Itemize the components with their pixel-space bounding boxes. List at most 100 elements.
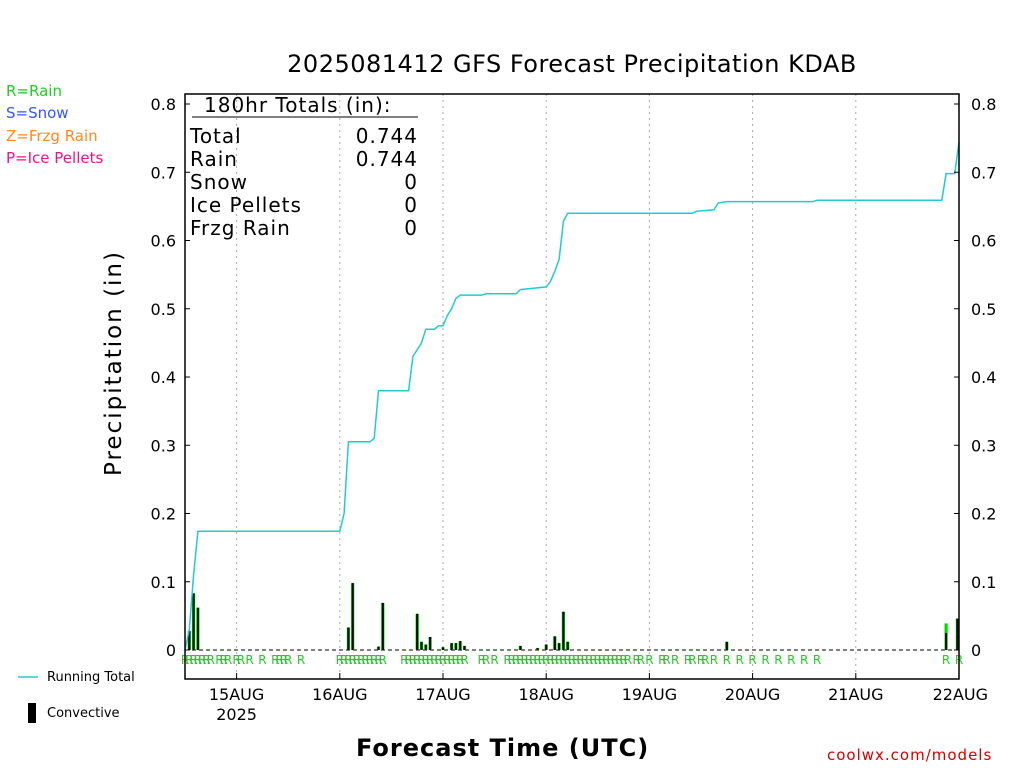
rain-marker: R	[443, 653, 451, 667]
rain-marker: R	[430, 653, 438, 667]
precip-bars	[187, 583, 959, 650]
totals-frzg-rain-label: Frzg Rain	[190, 216, 291, 240]
rain-marker: R	[748, 653, 756, 667]
rain-marker: R	[632, 653, 640, 667]
x-tick-label: 15AUG	[209, 685, 264, 704]
rain-marker: R	[374, 653, 382, 667]
y-tick-label-right: 0.5	[971, 300, 996, 319]
rain-marker: R	[237, 653, 245, 667]
rain-marker: R	[297, 653, 305, 667]
rain-marker: R	[503, 653, 511, 667]
rain-marker: R	[417, 653, 425, 667]
totals-total-label: Total	[190, 124, 242, 148]
running-total-series	[184, 142, 960, 651]
y-axis-label: Precipitation (in)	[101, 250, 127, 476]
rain-marker: R	[723, 653, 731, 667]
rain-marker: R	[512, 653, 520, 667]
y-tick-label-left: 0.5	[151, 300, 176, 319]
convective-bar	[381, 602, 384, 650]
convective-bar	[429, 637, 432, 650]
y-tick-label-right: 0.2	[971, 505, 996, 524]
rain-marker: R	[490, 653, 498, 667]
rain-marker: R	[280, 653, 288, 667]
rain-marker: R	[435, 653, 443, 667]
rain-marker: R	[774, 653, 782, 667]
rain-marker: R	[456, 653, 464, 667]
convective-bar	[519, 645, 522, 650]
rain-marker: R	[619, 653, 627, 667]
axes: 0 00.1 0.10.2 0.20.3 0.30.4 0.40.5 0.50.6 0.60.…	[151, 93, 996, 724]
rain-marker: R	[340, 653, 348, 667]
rain-marker: R	[551, 653, 559, 667]
rain-marker: R	[189, 653, 197, 667]
convective-bar	[566, 641, 569, 650]
rain-marker: R	[194, 653, 202, 667]
rain-marker: R	[710, 653, 718, 667]
rain-marker: R	[594, 653, 602, 667]
rain-marker: R	[478, 653, 486, 667]
legend-symbols	[18, 676, 38, 723]
key-ice-pellets: P=Ice Pellets	[6, 149, 104, 167]
rain-marker: R	[198, 653, 206, 667]
convective-bar	[945, 632, 948, 650]
convective-bar	[450, 643, 453, 650]
y-tick-label-left: 0.1	[151, 573, 176, 592]
x-tick-label: 19AUG	[622, 685, 677, 704]
rain-marker: R	[598, 653, 606, 667]
rain-marker: R	[271, 653, 279, 667]
rain-marker: R	[658, 653, 666, 667]
rain-marker: R	[439, 653, 447, 667]
convective-bar	[562, 611, 565, 650]
rain-marker: R	[555, 653, 563, 667]
rain-marker: R	[361, 653, 369, 667]
rain-marker: R	[589, 653, 597, 667]
rain-marker: R	[220, 653, 228, 667]
rain-marker: R	[607, 653, 615, 667]
rain-marker: R	[516, 653, 524, 667]
totals-snow-value: 0	[404, 170, 418, 194]
chart-title: 2025081412 GFS Forecast Precipitation KD…	[287, 50, 857, 78]
rain-marker: R	[662, 653, 670, 667]
rain-marker: R	[207, 653, 215, 667]
rain-marker: R	[542, 653, 550, 667]
rain-marker: R	[224, 653, 232, 667]
rain-marker: R	[736, 653, 744, 667]
rain-marker: R	[426, 653, 434, 667]
totals-ice-pellets-value: 0	[404, 193, 418, 217]
convective-bar	[441, 647, 445, 650]
rain-marker: R	[336, 653, 344, 667]
x-tick-label: 21AUG	[828, 685, 883, 704]
convective-bar	[192, 593, 195, 650]
y-tick-label-right: 0.6	[971, 232, 996, 251]
rain-marker: R	[624, 653, 632, 667]
x-tick-label: 18AUG	[518, 685, 573, 704]
totals-ice-pellets-label: Ice Pellets	[190, 193, 302, 217]
convective-bar	[459, 641, 462, 650]
convective-bar	[956, 618, 959, 650]
rain-marker: R	[611, 653, 619, 667]
convective-bar	[545, 644, 548, 650]
vertical-gridlines	[185, 94, 959, 679]
convective-bar	[416, 613, 419, 650]
key-snow: S=Snow	[6, 104, 69, 122]
rain-marker: R	[232, 653, 240, 667]
y-tick-label-left: 0.4	[151, 368, 176, 387]
rain-marker: R	[559, 653, 567, 667]
rain-marker: R	[787, 653, 795, 667]
y-tick-label-right: 0.3	[971, 436, 996, 455]
totals-frzg-rain-value: 0	[404, 216, 418, 240]
rain-marker: R	[538, 653, 546, 667]
rain-marker: R	[245, 653, 253, 667]
rain-marker: R	[422, 653, 430, 667]
plot-frame	[184, 93, 960, 680]
rain-marker: R	[482, 653, 490, 667]
convective-bar	[725, 641, 728, 650]
y-tick-label-left: 0.6	[151, 232, 176, 251]
rain-marker: R	[564, 653, 572, 667]
rain-marker: R	[357, 653, 365, 667]
x-tick-sublabel: 2025	[216, 705, 257, 724]
rain-marker: R	[202, 653, 210, 667]
rain-marker: R	[671, 653, 679, 667]
rain-marker: R	[813, 653, 821, 667]
